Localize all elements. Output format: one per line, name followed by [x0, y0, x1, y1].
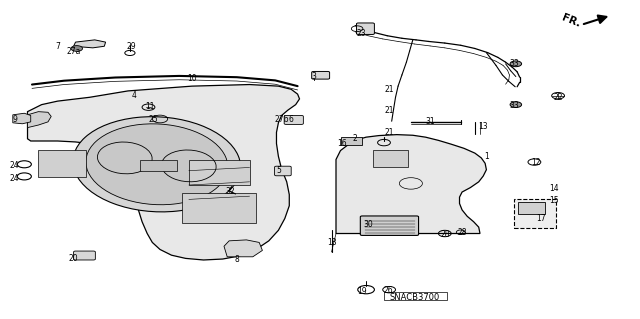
Text: 31: 31: [425, 117, 435, 126]
Polygon shape: [336, 135, 486, 234]
Text: 18: 18: [327, 238, 336, 247]
Circle shape: [510, 61, 522, 67]
Text: 24: 24: [10, 174, 20, 183]
Text: 33: 33: [509, 59, 519, 68]
Text: 15: 15: [548, 197, 559, 205]
Text: 20: 20: [68, 254, 79, 263]
Text: 14: 14: [548, 184, 559, 193]
Polygon shape: [28, 112, 51, 128]
Text: 5: 5: [276, 166, 281, 175]
Ellipse shape: [86, 124, 228, 205]
Text: 2: 2: [353, 134, 358, 143]
FancyBboxPatch shape: [360, 216, 419, 235]
Text: 29: 29: [126, 42, 136, 51]
Text: 21: 21: [385, 106, 394, 115]
Text: 30: 30: [363, 220, 373, 229]
Polygon shape: [74, 40, 106, 48]
Bar: [514, 199, 556, 228]
Bar: [182, 193, 256, 223]
FancyBboxPatch shape: [356, 23, 374, 34]
Text: 33: 33: [509, 101, 519, 110]
Text: 11: 11: [146, 102, 155, 111]
Polygon shape: [13, 113, 31, 124]
Text: FR.: FR.: [561, 12, 582, 29]
FancyBboxPatch shape: [74, 251, 95, 260]
Text: 28: 28: [441, 230, 450, 239]
Bar: [140, 160, 177, 171]
Polygon shape: [28, 85, 300, 260]
Text: 6: 6: [289, 115, 294, 124]
Bar: [189, 160, 250, 185]
Circle shape: [71, 46, 83, 51]
Text: 16: 16: [337, 139, 348, 148]
Circle shape: [510, 102, 522, 108]
Text: 19: 19: [356, 287, 367, 296]
Bar: [384, 292, 447, 300]
Text: 9: 9: [12, 115, 17, 124]
Text: 13: 13: [478, 122, 488, 130]
Polygon shape: [224, 240, 262, 257]
Bar: [373, 150, 408, 167]
FancyBboxPatch shape: [275, 166, 291, 176]
FancyBboxPatch shape: [312, 71, 330, 79]
Text: 12: 12: [531, 158, 540, 167]
Bar: [38, 150, 86, 177]
Text: 24: 24: [10, 161, 20, 170]
Text: 22: 22: [554, 93, 563, 102]
Ellipse shape: [73, 117, 241, 212]
Text: 4: 4: [132, 91, 137, 100]
Text: 32: 32: [225, 187, 236, 196]
Text: 28: 28: [458, 228, 467, 237]
FancyBboxPatch shape: [284, 115, 303, 124]
Bar: [341, 137, 362, 145]
Text: SNACB3700: SNACB3700: [390, 293, 440, 302]
Bar: [518, 202, 545, 214]
Text: 1: 1: [484, 152, 489, 161]
Text: 21: 21: [385, 85, 394, 94]
Text: 7: 7: [55, 42, 60, 51]
Text: 27a: 27a: [67, 47, 81, 56]
Text: 21: 21: [385, 128, 394, 137]
Text: 10: 10: [187, 74, 197, 83]
Text: 26: 26: [383, 286, 394, 295]
Text: 17: 17: [536, 214, 546, 223]
Text: 25: 25: [148, 115, 159, 124]
Text: 27b: 27b: [275, 115, 289, 124]
Text: 8: 8: [234, 256, 239, 264]
Text: 23: 23: [356, 29, 367, 38]
Text: 3: 3: [311, 72, 316, 81]
